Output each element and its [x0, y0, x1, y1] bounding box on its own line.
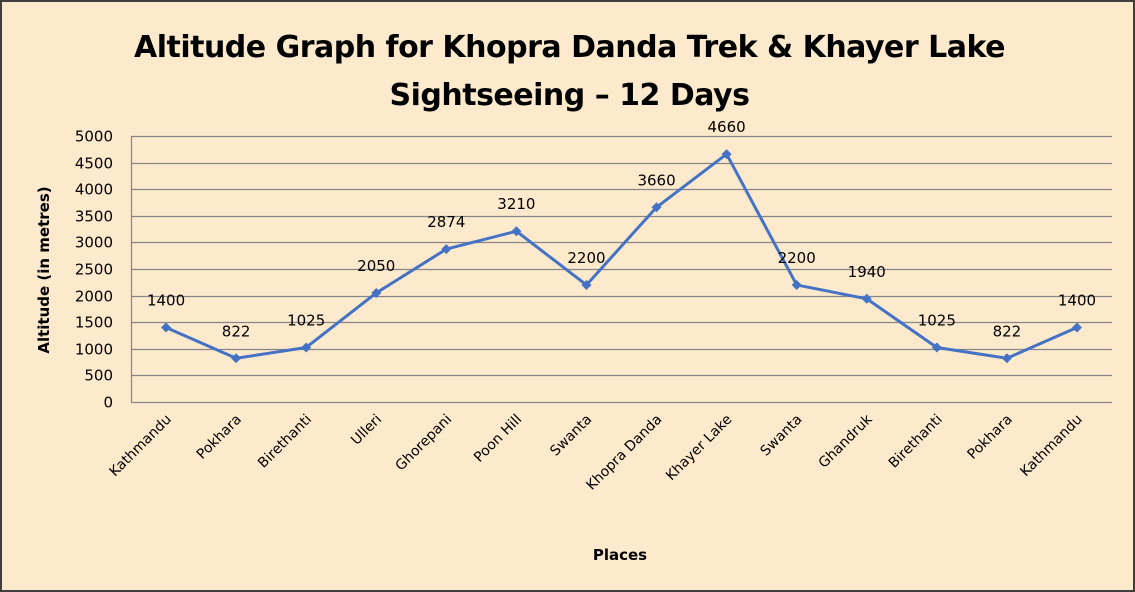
gridlines	[130, 135, 1112, 404]
data-point-marker	[931, 342, 942, 353]
data-point-marker	[301, 342, 312, 353]
data-point-marker	[861, 293, 872, 304]
data-point-marker	[1071, 322, 1082, 333]
y-tick-label: 2500	[75, 261, 113, 279]
x-category-label: Poon Hill	[471, 412, 525, 466]
y-tick-label: 4500	[75, 155, 113, 173]
x-category-label: Khopra Danda	[583, 412, 665, 494]
y-tick-label: 3500	[75, 208, 113, 226]
y-axis-title: Altitude (in metres)	[35, 186, 53, 353]
data-label: 822	[222, 322, 251, 340]
data-label: 2050	[357, 257, 395, 275]
x-category-label: Kathmandu	[1017, 412, 1085, 480]
data-label: 2200	[778, 249, 816, 267]
data-label: 1025	[918, 311, 956, 329]
x-category-label: Pokhara	[194, 412, 245, 463]
data-label: 1400	[147, 292, 185, 310]
data-point-marker	[721, 149, 732, 160]
y-tick-label: 500	[84, 367, 113, 385]
data-series	[161, 149, 1082, 364]
x-axis-categories: Kathmandu Pokhara Birethanti Ulleri Ghorepan…	[106, 411, 1085, 494]
data-label: 1940	[848, 263, 886, 281]
data-label: 1400	[1058, 292, 1096, 310]
x-category-label: Ulleri	[348, 412, 385, 449]
data-point-marker	[231, 353, 242, 364]
y-tick-label: 5000	[75, 128, 113, 146]
x-category-label: Ghandruk	[816, 411, 877, 472]
y-tick-label: 0	[103, 394, 113, 412]
x-category-label: Kathmandu	[106, 412, 174, 480]
x-category-label: Birethanti	[886, 412, 946, 472]
y-tick-label: 1500	[75, 314, 113, 332]
data-label: 3210	[497, 195, 535, 213]
data-label: 2874	[427, 213, 465, 231]
x-axis-title: Places	[593, 546, 647, 564]
data-point-marker	[371, 287, 382, 298]
x-category-label: Ghorepani	[393, 412, 456, 475]
data-label: 3660	[637, 171, 675, 189]
data-point-marker	[651, 202, 662, 213]
chart-title: Altitude Graph for Khopra Danda Trek & K…	[2, 24, 1133, 120]
data-point-marker	[581, 279, 592, 290]
data-label: 2200	[567, 249, 605, 267]
data-point-marker	[791, 279, 802, 290]
y-tick-label: 1000	[75, 341, 113, 359]
y-tick-label: 4000	[75, 181, 113, 199]
y-tick-label: 3000	[75, 234, 113, 252]
y-axis-ticks: 0 500 1000 1500 2000 2500 3000 3500 4000 4500 5000	[75, 128, 113, 412]
x-category-label: Khayer Lake	[663, 412, 735, 484]
data-label: 822	[993, 322, 1022, 340]
data-labels: 1400 822 1025 2050 2874 3210 2200 3660 4660 2200 1…	[147, 118, 1096, 340]
series-line	[165, 152, 1078, 360]
chart-title-line-2: Sightseeing – 12 Days	[389, 78, 750, 113]
x-category-label: Birethanti	[255, 412, 315, 472]
data-point-marker	[511, 226, 522, 237]
x-category-label: Pokhara	[965, 412, 1016, 463]
data-point-marker	[441, 244, 452, 255]
data-label: 4660	[708, 118, 746, 136]
x-category-label: Swanta	[758, 412, 806, 460]
y-tick-label: 2000	[75, 288, 113, 306]
x-category-label: Swanta	[547, 412, 595, 460]
data-label: 1025	[287, 311, 325, 329]
data-point-marker	[1001, 353, 1012, 364]
chart-title-line-1: Altitude Graph for Khopra Danda Trek & K…	[133, 30, 1006, 65]
data-point-marker	[161, 322, 172, 333]
